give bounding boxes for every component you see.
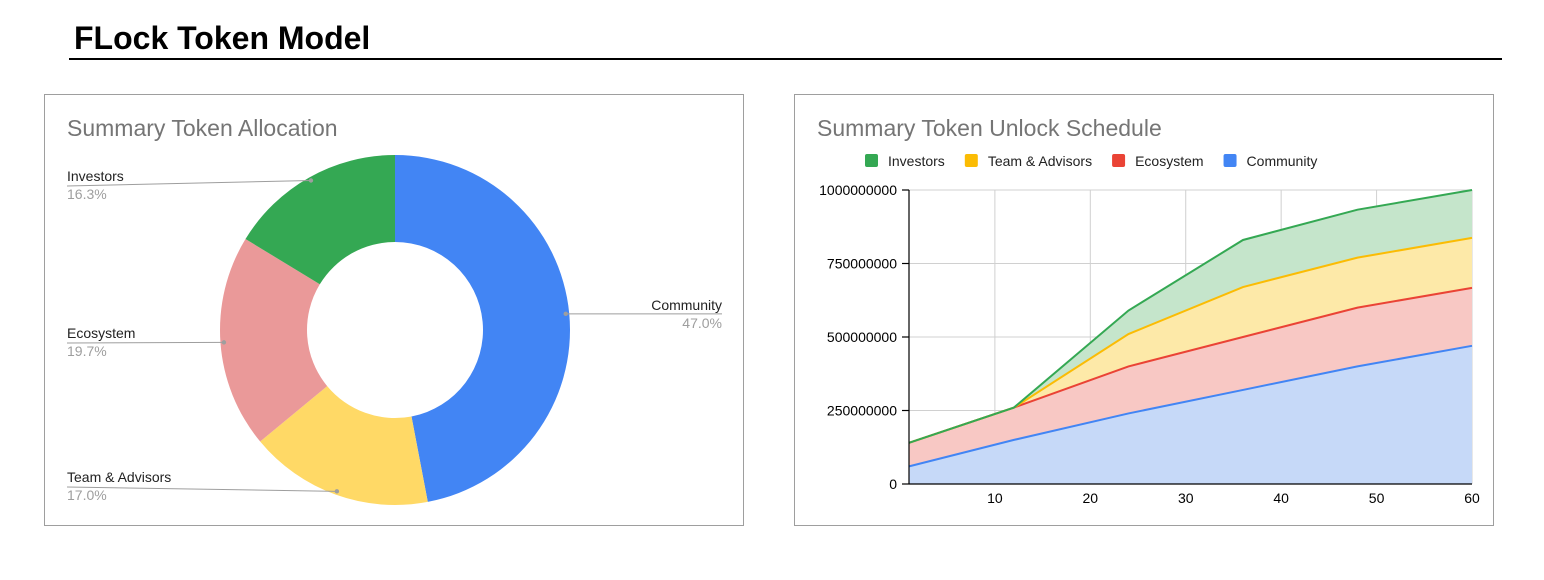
donut-slice-investors bbox=[245, 155, 395, 285]
leader-line-investors bbox=[66, 179, 311, 187]
y-tick-label: 1000000000 bbox=[819, 182, 897, 198]
allocation-chart-panel: Summary Token Allocation Community 47.0% T… bbox=[44, 94, 744, 526]
slice-pct-team-and-advisors: 17.0% bbox=[67, 487, 107, 503]
legend-label-ecosystem: Ecosystem bbox=[1135, 153, 1203, 169]
x-tick-label: 20 bbox=[1083, 490, 1099, 506]
slice-label-ecosystem: Ecosystem bbox=[67, 325, 135, 341]
legend-swatch-community bbox=[1223, 154, 1237, 167]
unlock-area-chart: Summary Token Unlock Schedule Investors T… bbox=[817, 115, 1480, 506]
x-tick-label: 60 bbox=[1464, 490, 1480, 506]
title-divider bbox=[69, 58, 1502, 60]
legend-label-team-and-advisors: Team & Advisors bbox=[988, 153, 1092, 169]
legend-swatch-ecosystem bbox=[1112, 154, 1126, 167]
slice-label-investors: Investors bbox=[67, 168, 124, 184]
legend-swatch-investors bbox=[865, 154, 878, 167]
x-tick-label: 50 bbox=[1369, 490, 1385, 506]
slice-label-community: Community bbox=[651, 297, 722, 313]
donut-slice-team-and-advisors bbox=[260, 386, 428, 505]
slice-pct-ecosystem: 19.7% bbox=[67, 343, 107, 359]
y-tick-label: 250000000 bbox=[827, 403, 897, 419]
slice-pct-investors: 16.3% bbox=[67, 186, 107, 202]
allocation-donut-chart: Summary Token Allocation Community 47.0% T… bbox=[66, 115, 722, 505]
leader-line-team-and-advisors bbox=[66, 486, 337, 492]
area-community bbox=[909, 345, 1472, 484]
leader-line-ecosystem bbox=[66, 341, 224, 344]
slice-pct-community: 47.0% bbox=[682, 315, 722, 331]
x-tick-label: 40 bbox=[1273, 490, 1289, 506]
unlock-chart-panel: Summary Token Unlock Schedule Investors T… bbox=[794, 94, 1494, 526]
x-tick-label: 30 bbox=[1178, 490, 1194, 506]
donut-slice-ecosystem bbox=[220, 239, 328, 442]
y-tick-label: 0 bbox=[889, 476, 897, 492]
legend-swatch-team-and-advisors bbox=[964, 154, 978, 167]
y-tick-label: 750000000 bbox=[827, 256, 897, 272]
slice-label-team-and-advisors: Team & Advisors bbox=[67, 469, 171, 485]
line-community bbox=[908, 344, 1473, 468]
area-investors bbox=[909, 190, 1472, 443]
area-ecosystem bbox=[909, 287, 1472, 467]
donut-slice-community bbox=[395, 155, 570, 502]
x-tick-label: 10 bbox=[987, 490, 1003, 506]
line-investors bbox=[908, 189, 1473, 444]
page-title: FLock Token Model bbox=[74, 20, 371, 56]
allocation-chart-title: Summary Token Allocation bbox=[67, 115, 338, 141]
legend-label-community: Community bbox=[1247, 153, 1318, 169]
y-tick-label: 500000000 bbox=[827, 329, 897, 345]
area-team-and-advisors bbox=[909, 237, 1472, 443]
unlock-chart-title: Summary Token Unlock Schedule bbox=[817, 115, 1162, 141]
legend-label-investors: Investors bbox=[888, 153, 945, 169]
